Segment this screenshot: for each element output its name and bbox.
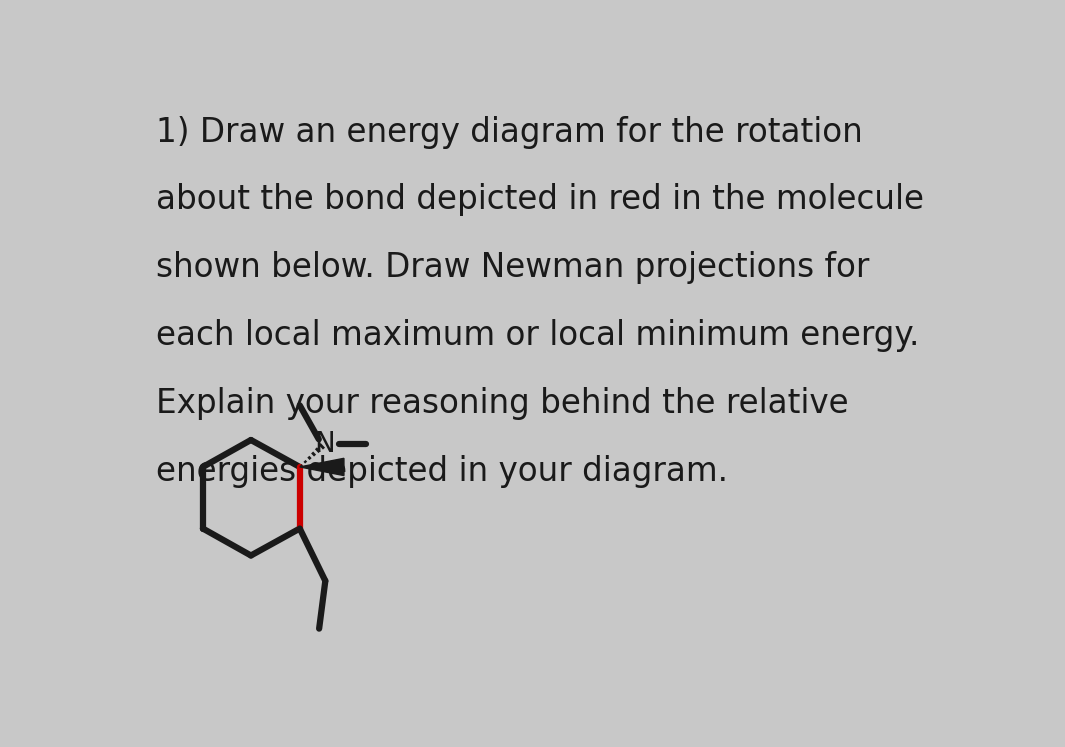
Polygon shape [299, 459, 344, 476]
Text: N: N [314, 430, 334, 458]
Text: about the bond depicted in red in the molecule: about the bond depicted in red in the mo… [157, 184, 924, 217]
Text: each local maximum or local minimum energy.: each local maximum or local minimum ener… [157, 319, 919, 352]
Text: energies depicted in your diagram.: energies depicted in your diagram. [157, 455, 728, 488]
Text: 1) Draw an energy diagram for the rotation: 1) Draw an energy diagram for the rotati… [157, 116, 863, 149]
Text: Explain your reasoning behind the relative: Explain your reasoning behind the relati… [157, 387, 849, 420]
Text: shown below. Draw Newman projections for: shown below. Draw Newman projections for [157, 251, 870, 285]
